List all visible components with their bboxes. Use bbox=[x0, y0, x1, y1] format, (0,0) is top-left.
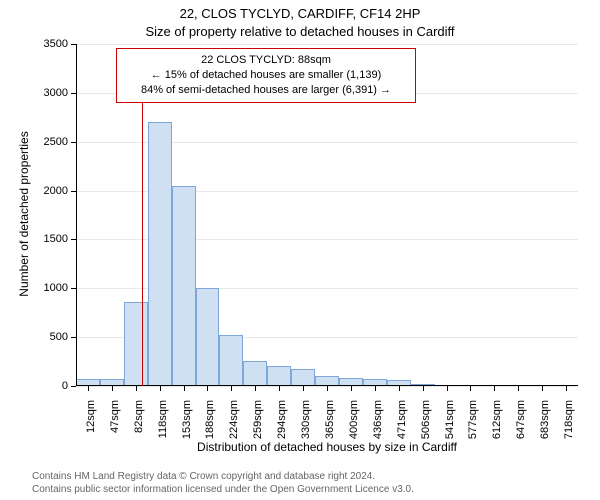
ytick-label: 1500 bbox=[28, 233, 68, 245]
xtick-mark bbox=[470, 386, 471, 391]
xtick-mark bbox=[279, 386, 280, 391]
xtick-mark bbox=[399, 386, 400, 391]
footer-attribution: Contains HM Land Registry data © Crown c… bbox=[32, 470, 414, 496]
ytick-label: 0 bbox=[28, 380, 68, 392]
xtick-mark bbox=[160, 386, 161, 391]
xtick-label: 400sqm bbox=[348, 400, 360, 439]
xtick-label: 259sqm bbox=[252, 400, 264, 439]
xtick-label: 541sqm bbox=[444, 400, 456, 439]
chart-container: { "title": "22, CLOS TYCLYD, CARDIFF, CF… bbox=[0, 0, 600, 500]
xtick-label: 436sqm bbox=[372, 400, 384, 439]
ytick-mark bbox=[71, 239, 76, 240]
xtick-mark bbox=[494, 386, 495, 391]
xtick-mark bbox=[375, 386, 376, 391]
marker-line bbox=[142, 100, 143, 386]
xtick-mark bbox=[231, 386, 232, 391]
bar bbox=[291, 369, 315, 386]
xtick-label: 506sqm bbox=[420, 400, 432, 439]
xtick-label: 718sqm bbox=[563, 400, 575, 439]
xtick-label: 647sqm bbox=[515, 400, 527, 439]
ytick-label: 2000 bbox=[28, 185, 68, 197]
xtick-label: 224sqm bbox=[228, 400, 240, 439]
ytick-label: 3500 bbox=[28, 38, 68, 50]
ytick-label: 3000 bbox=[28, 87, 68, 99]
bar bbox=[267, 366, 291, 386]
ytick-mark bbox=[71, 386, 76, 387]
ytick-mark bbox=[71, 288, 76, 289]
ytick-label: 1000 bbox=[28, 282, 68, 294]
xtick-mark bbox=[303, 386, 304, 391]
xtick-mark bbox=[255, 386, 256, 391]
ytick-mark bbox=[71, 44, 76, 45]
xtick-label: 330sqm bbox=[300, 400, 312, 439]
ytick-label: 500 bbox=[28, 331, 68, 343]
ytick-mark bbox=[71, 142, 76, 143]
xtick-label: 683sqm bbox=[539, 400, 551, 439]
ytick-mark bbox=[71, 191, 76, 192]
xtick-mark bbox=[112, 386, 113, 391]
xtick-mark bbox=[566, 386, 567, 391]
bar bbox=[243, 361, 267, 386]
annotation-line2: ← 15% of detached houses are smaller (1,… bbox=[125, 68, 407, 83]
bar bbox=[148, 122, 172, 386]
chart-title: 22, CLOS TYCLYD, CARDIFF, CF14 2HP bbox=[0, 6, 600, 21]
bar bbox=[219, 335, 243, 386]
xtick-mark bbox=[136, 386, 137, 391]
xtick-mark bbox=[207, 386, 208, 391]
xtick-mark bbox=[351, 386, 352, 391]
xtick-label: 12sqm bbox=[85, 400, 97, 433]
bar bbox=[172, 186, 196, 386]
xtick-mark bbox=[542, 386, 543, 391]
xtick-label: 82sqm bbox=[133, 400, 145, 433]
ytick-mark bbox=[71, 337, 76, 338]
grid-line bbox=[76, 44, 578, 45]
bar bbox=[124, 302, 148, 386]
xtick-mark bbox=[184, 386, 185, 391]
xtick-label: 118sqm bbox=[157, 400, 169, 438]
xtick-mark bbox=[518, 386, 519, 391]
annotation-line1: 22 CLOS TYCLYD: 88sqm bbox=[125, 53, 407, 68]
chart-subtitle: Size of property relative to detached ho… bbox=[0, 24, 600, 39]
x-axis-label: Distribution of detached houses by size … bbox=[76, 440, 578, 454]
xtick-label: 471sqm bbox=[396, 400, 408, 439]
ytick-label: 2500 bbox=[28, 136, 68, 148]
xtick-label: 612sqm bbox=[491, 400, 503, 439]
footer-line1: Contains HM Land Registry data © Crown c… bbox=[32, 470, 414, 483]
bar bbox=[196, 288, 220, 386]
xtick-label: 294sqm bbox=[276, 400, 288, 439]
xtick-mark bbox=[447, 386, 448, 391]
ytick-mark bbox=[71, 93, 76, 94]
xtick-label: 365sqm bbox=[324, 400, 336, 439]
footer-line2: Contains public sector information licen… bbox=[32, 483, 414, 496]
xtick-mark bbox=[88, 386, 89, 391]
xtick-label: 47sqm bbox=[109, 400, 121, 433]
xtick-mark bbox=[327, 386, 328, 391]
annotation-box: 22 CLOS TYCLYD: 88sqm ← 15% of detached … bbox=[116, 48, 416, 103]
xtick-mark bbox=[423, 386, 424, 391]
xtick-label: 188sqm bbox=[204, 400, 216, 439]
y-axis-line bbox=[76, 44, 77, 386]
xtick-label: 577sqm bbox=[467, 400, 479, 439]
annotation-line3: 84% of semi-detached houses are larger (… bbox=[125, 83, 407, 98]
xtick-label: 153sqm bbox=[181, 400, 193, 439]
